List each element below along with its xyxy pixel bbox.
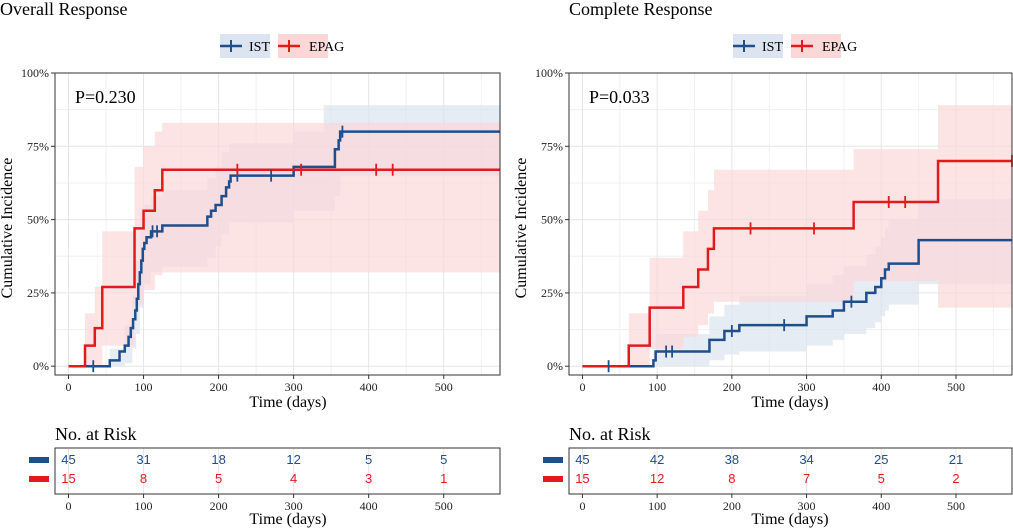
series-line-epag bbox=[68, 168, 500, 368]
legend-epag-label: EPAG bbox=[309, 40, 344, 55]
risk-count-ist: 21 bbox=[949, 452, 963, 467]
risk-x-tick-label: 200 bbox=[723, 499, 741, 513]
risk-count-ist: 42 bbox=[650, 452, 664, 467]
risk-x-tick-label: 300 bbox=[285, 499, 303, 513]
x-tick-label: 0 bbox=[579, 380, 585, 394]
y-tick-label: 75% bbox=[27, 139, 49, 153]
risk-count-ist: 31 bbox=[136, 452, 150, 467]
risk-count-ist: 34 bbox=[799, 452, 813, 467]
risk-table: 45 31 18 12 5 515 8 5 4 3 10 100 200 300 400 500 bbox=[29, 447, 501, 513]
p-value-annotation: P=0.033 bbox=[589, 87, 650, 107]
band-epag bbox=[582, 105, 1012, 367]
x-tick-label: 400 bbox=[360, 380, 378, 394]
legend: IST EPAG bbox=[220, 34, 344, 58]
plot-frame bbox=[54, 72, 501, 376]
x-tick-label: 500 bbox=[947, 380, 965, 394]
y-tick-label: 0% bbox=[33, 359, 49, 373]
risk-row-key-ist bbox=[29, 457, 49, 463]
chart-title: Complete Response bbox=[569, 0, 712, 19]
series-line-ist bbox=[68, 130, 500, 368]
series-layer bbox=[68, 105, 500, 368]
risk-table-title: No. at Risk bbox=[569, 424, 651, 444]
y-tick-label: 100% bbox=[535, 66, 563, 80]
risk-x-tick-label: 0 bbox=[579, 499, 585, 513]
risk-count-ist: 25 bbox=[874, 452, 888, 467]
risk-count-epag: 2 bbox=[952, 471, 959, 486]
risk-count-ist: 38 bbox=[725, 452, 739, 467]
legend-epag-label: EPAG bbox=[822, 40, 857, 55]
x-axis-title: Time (days) bbox=[751, 394, 828, 411]
risk-count-ist: 45 bbox=[575, 452, 589, 467]
risk-count-ist: 45 bbox=[61, 452, 75, 467]
series-line-ist bbox=[582, 238, 1012, 368]
risk-count-epag: 12 bbox=[650, 471, 664, 486]
risk-count-ist: 5 bbox=[365, 452, 372, 467]
risk-x-tick-label: 100 bbox=[648, 499, 666, 513]
y-axis-title: Cumulative Incidence bbox=[0, 158, 16, 299]
x-tick-label: 300 bbox=[285, 380, 303, 394]
legend-ist-label: IST bbox=[762, 40, 783, 55]
risk-count-epag: 15 bbox=[575, 471, 589, 486]
x-tick-label: 200 bbox=[723, 380, 741, 394]
y-tick-label: 25% bbox=[27, 286, 49, 300]
x-tick-label: 100 bbox=[648, 380, 666, 394]
risk-count-epag: 1 bbox=[440, 471, 447, 486]
plot-frame bbox=[568, 72, 1013, 376]
risk-count-epag: 8 bbox=[140, 471, 147, 486]
risk-x-tick-label: 100 bbox=[135, 499, 153, 513]
risk-count-epag: 7 bbox=[803, 471, 810, 486]
series-layer bbox=[582, 105, 1012, 368]
risk-count-epag: 5 bbox=[878, 471, 885, 486]
chart-overall-response: Overall Response IST EPAG 0%25%50%75%100… bbox=[0, 0, 501, 528]
y-tick-label: 50% bbox=[27, 213, 49, 227]
risk-frame bbox=[54, 447, 501, 495]
x-tick-label: 500 bbox=[435, 380, 453, 394]
x-tick-label: 100 bbox=[135, 380, 153, 394]
risk-x-tick-label: 500 bbox=[435, 499, 453, 513]
y-tick-label: 0% bbox=[547, 359, 563, 373]
risk-x-tick-label: 400 bbox=[872, 499, 890, 513]
risk-count-epag: 4 bbox=[290, 471, 297, 486]
risk-row-key-epag bbox=[543, 476, 563, 482]
risk-count-ist: 18 bbox=[211, 452, 225, 467]
risk-row-key-epag bbox=[29, 476, 49, 482]
y-axis-title: Cumulative Incidence bbox=[513, 158, 530, 299]
plot-area: 0% 25% 50% 75% 100% 0 100 200 300 400 500 P=0.033 bbox=[535, 66, 1013, 394]
band-epag bbox=[68, 122, 500, 367]
risk-row-key-ist bbox=[543, 457, 563, 463]
plot-area: 0% 25% 50% 75% 100% 0 100 200 300 400 500 P=0.230 bbox=[21, 66, 501, 394]
legend-ist-label: IST bbox=[249, 40, 270, 55]
series-line-epag bbox=[582, 159, 1012, 368]
x-axis-title: Time (days) bbox=[249, 394, 326, 411]
y-tick-label: 100% bbox=[21, 66, 49, 80]
risk-x-axis-title: Time (days) bbox=[249, 511, 326, 528]
chart-title: Overall Response bbox=[0, 0, 127, 19]
risk-table: 45 42 38 34 25 21 15 12 8 7 5 2 0 100 200 300 400 500 bbox=[543, 447, 1013, 513]
risk-x-tick-label: 400 bbox=[360, 499, 378, 513]
risk-count-epag: 8 bbox=[728, 471, 735, 486]
risk-count-epag: 15 bbox=[61, 471, 75, 486]
risk-table-title: No. at Risk bbox=[55, 424, 137, 444]
y-tick-label: 75% bbox=[541, 139, 563, 153]
x-tick-label: 300 bbox=[798, 380, 816, 394]
x-tick-label: 400 bbox=[872, 380, 890, 394]
y-tick-label: 50% bbox=[541, 213, 563, 227]
p-value-annotation: P=0.230 bbox=[75, 87, 136, 107]
risk-count-epag: 5 bbox=[215, 471, 222, 486]
risk-x-axis-title: Time (days) bbox=[751, 511, 828, 528]
x-tick-label: 200 bbox=[210, 380, 228, 394]
risk-x-tick-label: 0 bbox=[66, 499, 72, 513]
risk-x-tick-label: 200 bbox=[210, 499, 228, 513]
risk-count-ist: 5 bbox=[440, 452, 447, 467]
x-tick-label: 0 bbox=[66, 380, 72, 394]
y-tick-label: 25% bbox=[541, 286, 563, 300]
risk-frame bbox=[568, 447, 1013, 495]
risk-count-ist: 12 bbox=[286, 452, 300, 467]
risk-x-tick-label: 500 bbox=[947, 499, 965, 513]
risk-x-tick-label: 300 bbox=[798, 499, 816, 513]
chart-complete-response: Complete Response IST EPAG 0% 25% 50% 75% 10… bbox=[513, 0, 1013, 528]
legend: IST EPAG bbox=[733, 34, 857, 58]
risk-count-epag: 3 bbox=[365, 471, 372, 486]
